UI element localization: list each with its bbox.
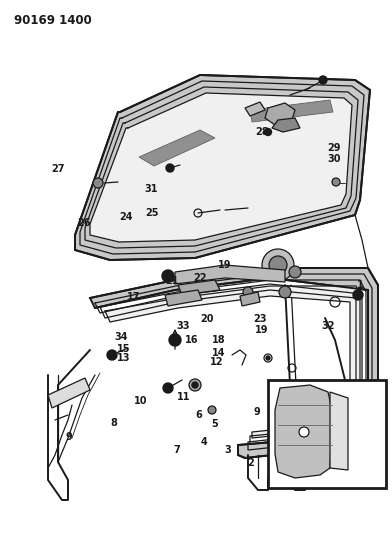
- Circle shape: [107, 350, 117, 360]
- Circle shape: [289, 266, 301, 278]
- Circle shape: [163, 383, 173, 393]
- Text: 20: 20: [200, 314, 214, 324]
- Text: 15: 15: [117, 344, 130, 354]
- Polygon shape: [275, 385, 332, 478]
- Polygon shape: [75, 75, 370, 260]
- Polygon shape: [139, 130, 215, 166]
- Text: 2: 2: [247, 458, 254, 467]
- Text: 10: 10: [134, 396, 147, 406]
- Text: 9: 9: [253, 407, 260, 417]
- Text: 11: 11: [177, 392, 190, 402]
- Text: 12: 12: [211, 358, 224, 367]
- Circle shape: [262, 249, 294, 281]
- Text: 21: 21: [165, 277, 178, 286]
- Circle shape: [266, 356, 270, 360]
- Circle shape: [353, 290, 363, 300]
- Text: 22: 22: [193, 273, 207, 283]
- Circle shape: [93, 178, 103, 188]
- Polygon shape: [178, 280, 220, 295]
- Text: 90169 1400: 90169 1400: [14, 14, 92, 27]
- Text: 30: 30: [327, 154, 341, 164]
- Text: 27: 27: [51, 165, 65, 174]
- Text: 4: 4: [200, 438, 207, 447]
- Text: 3: 3: [224, 446, 231, 455]
- Text: 17: 17: [127, 293, 141, 302]
- Circle shape: [189, 379, 201, 391]
- Text: 5: 5: [211, 419, 218, 429]
- Bar: [268, 380, 386, 488]
- Text: 16: 16: [185, 335, 198, 345]
- Text: 33: 33: [177, 321, 190, 331]
- Circle shape: [279, 286, 291, 298]
- Text: 7: 7: [173, 446, 180, 455]
- Polygon shape: [165, 290, 202, 306]
- Text: 19: 19: [255, 326, 269, 335]
- Circle shape: [243, 287, 253, 297]
- Circle shape: [208, 406, 216, 414]
- Text: 8: 8: [110, 418, 117, 427]
- Text: 29: 29: [327, 143, 341, 153]
- Circle shape: [299, 427, 309, 437]
- Text: 31: 31: [144, 184, 158, 194]
- Polygon shape: [105, 286, 360, 438]
- Text: 13: 13: [117, 353, 130, 363]
- Polygon shape: [265, 103, 295, 125]
- Circle shape: [332, 178, 340, 186]
- Polygon shape: [90, 268, 378, 458]
- Polygon shape: [240, 292, 260, 306]
- Text: 25: 25: [145, 208, 159, 218]
- Circle shape: [166, 164, 174, 172]
- Polygon shape: [90, 93, 352, 242]
- Text: 9: 9: [65, 432, 72, 442]
- Polygon shape: [250, 100, 333, 122]
- Circle shape: [162, 270, 174, 282]
- Text: 24: 24: [120, 213, 133, 222]
- Circle shape: [269, 256, 287, 274]
- Text: 14: 14: [212, 348, 225, 358]
- Text: 32: 32: [322, 321, 335, 331]
- Text: 1: 1: [357, 280, 364, 290]
- Text: 6: 6: [196, 410, 203, 419]
- Text: 19: 19: [218, 261, 231, 270]
- Text: 26: 26: [78, 218, 91, 228]
- Polygon shape: [175, 265, 285, 284]
- Circle shape: [265, 128, 272, 135]
- Text: 34: 34: [114, 332, 127, 342]
- Polygon shape: [272, 118, 300, 132]
- Polygon shape: [245, 102, 265, 116]
- Circle shape: [192, 382, 198, 388]
- Polygon shape: [48, 378, 90, 408]
- Text: 18: 18: [212, 335, 225, 345]
- Polygon shape: [330, 392, 348, 470]
- Circle shape: [319, 76, 327, 84]
- Text: 28: 28: [255, 127, 269, 137]
- Text: 23: 23: [253, 314, 266, 324]
- Circle shape: [169, 334, 181, 346]
